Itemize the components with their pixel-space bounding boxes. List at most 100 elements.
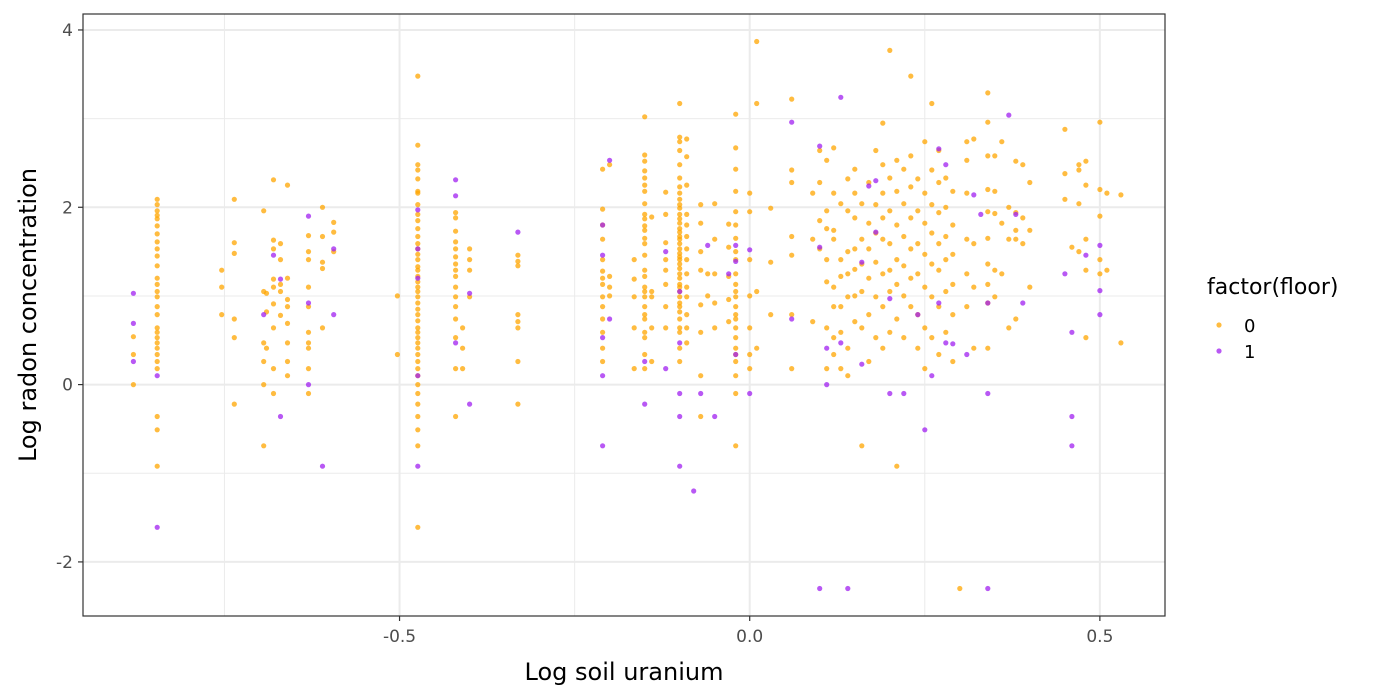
data-point-floor-0 bbox=[789, 233, 795, 240]
data-point-floor-0 bbox=[950, 188, 956, 194]
data-point-floor-0 bbox=[515, 325, 521, 331]
data-point-floor-0 bbox=[677, 246, 683, 252]
data-point-floor-0 bbox=[663, 240, 669, 246]
data-point-floor-0 bbox=[677, 202, 683, 208]
data-point-floor-0 bbox=[270, 276, 277, 282]
data-point-floor-1 bbox=[663, 249, 669, 255]
data-point-floor-0 bbox=[901, 233, 907, 240]
data-point-floor-0 bbox=[277, 281, 284, 287]
data-point-floor-0 bbox=[270, 366, 277, 372]
data-point-floor-0 bbox=[950, 281, 956, 287]
data-point-floor-0 bbox=[677, 196, 683, 202]
data-point-floor-0 bbox=[915, 271, 921, 277]
data-point-floor-0 bbox=[908, 246, 914, 252]
data-point-floor-0 bbox=[733, 209, 739, 215]
data-point-floor-1 bbox=[1097, 312, 1103, 318]
data-point-floor-0 bbox=[985, 153, 991, 159]
data-point-floor-1 bbox=[277, 276, 284, 282]
data-point-floor-0 bbox=[607, 273, 613, 279]
data-point-floor-0 bbox=[1097, 119, 1103, 125]
data-point-floor-0 bbox=[130, 334, 136, 340]
data-point-floor-0 bbox=[810, 190, 816, 196]
data-point-floor-0 bbox=[154, 294, 160, 300]
data-point-floor-0 bbox=[154, 351, 160, 358]
data-point-floor-0 bbox=[154, 463, 160, 469]
data-point-floor-0 bbox=[733, 166, 739, 172]
data-point-floor-0 bbox=[677, 184, 683, 190]
data-point-floor-0 bbox=[130, 382, 136, 388]
data-point-floor-0 bbox=[1006, 325, 1012, 331]
data-point-floor-0 bbox=[263, 290, 270, 296]
data-point-floor-0 bbox=[1076, 249, 1082, 255]
data-point-floor-0 bbox=[515, 263, 521, 269]
data-point-floor-0 bbox=[894, 257, 900, 263]
data-point-floor-0 bbox=[460, 366, 466, 372]
data-point-floor-0 bbox=[677, 205, 683, 211]
data-point-floor-0 bbox=[887, 329, 893, 335]
data-point-floor-0 bbox=[684, 257, 690, 263]
data-point-floor-0 bbox=[415, 218, 421, 224]
data-point-floor-1 bbox=[467, 290, 473, 296]
data-point-floor-0 bbox=[460, 325, 466, 331]
data-point-floor-0 bbox=[219, 284, 225, 290]
data-point-floor-0 bbox=[600, 281, 606, 287]
data-point-floor-0 bbox=[1083, 236, 1089, 242]
data-point-floor-0 bbox=[936, 210, 942, 216]
data-point-floor-0 bbox=[277, 241, 284, 247]
data-point-floor-0 bbox=[1062, 126, 1068, 132]
data-point-floor-0 bbox=[642, 201, 648, 207]
data-point-floor-0 bbox=[789, 252, 795, 258]
data-point-floor-1 bbox=[1006, 112, 1012, 118]
data-point-floor-0 bbox=[845, 249, 851, 255]
data-point-floor-0 bbox=[600, 268, 606, 274]
data-point-floor-0 bbox=[964, 190, 970, 196]
data-point-floor-0 bbox=[733, 345, 739, 351]
data-point-floor-0 bbox=[894, 316, 900, 322]
data-point-floor-0 bbox=[677, 300, 683, 306]
data-point-floor-0 bbox=[154, 231, 160, 237]
data-point-floor-0 bbox=[859, 325, 865, 331]
data-point-floor-0 bbox=[950, 222, 956, 228]
data-point-floor-0 bbox=[845, 176, 851, 182]
y-tick-label: 0 bbox=[62, 376, 73, 396]
data-point-floor-1 bbox=[642, 358, 648, 365]
data-point-floor-0 bbox=[284, 320, 291, 326]
data-point-floor-0 bbox=[270, 301, 277, 307]
data-point-floor-0 bbox=[219, 267, 225, 273]
data-point-floor-0 bbox=[415, 202, 421, 208]
data-point-floor-0 bbox=[684, 312, 690, 318]
data-point-floor-0 bbox=[733, 373, 739, 379]
data-point-floor-1 bbox=[677, 390, 683, 397]
data-point-floor-0 bbox=[684, 246, 690, 252]
data-point-floor-0 bbox=[894, 222, 900, 228]
data-point-floor-1 bbox=[985, 300, 991, 306]
data-point-floor-0 bbox=[698, 249, 704, 255]
data-point-floor-0 bbox=[768, 312, 774, 318]
data-point-floor-0 bbox=[415, 382, 421, 388]
data-point-floor-0 bbox=[824, 257, 830, 263]
data-point-floor-0 bbox=[453, 316, 459, 322]
data-point-floor-0 bbox=[908, 304, 914, 310]
data-point-floor-1 bbox=[1013, 211, 1019, 217]
data-point-floor-0 bbox=[789, 96, 795, 102]
data-point-floor-0 bbox=[231, 316, 237, 322]
data-point-floor-0 bbox=[838, 257, 844, 263]
data-point-floor-0 bbox=[880, 120, 886, 126]
data-point-floor-0 bbox=[1083, 158, 1089, 164]
data-point-floor-1 bbox=[922, 427, 928, 433]
data-point-floor-0 bbox=[453, 246, 459, 252]
data-point-floor-1 bbox=[817, 585, 823, 592]
data-point-floor-0 bbox=[600, 304, 606, 310]
data-point-floor-0 bbox=[331, 219, 337, 225]
data-point-floor-0 bbox=[733, 390, 739, 397]
data-point-floor-0 bbox=[845, 271, 851, 277]
data-point-floor-0 bbox=[880, 271, 886, 277]
data-point-floor-0 bbox=[733, 288, 739, 295]
data-point-floor-1 bbox=[1069, 443, 1075, 449]
data-point-floor-0 bbox=[305, 329, 312, 335]
data-point-floor-0 bbox=[684, 136, 690, 142]
data-point-floor-0 bbox=[649, 358, 655, 365]
data-point-floor-1 bbox=[817, 143, 823, 149]
data-point-floor-0 bbox=[263, 345, 270, 351]
data-point-floor-0 bbox=[642, 366, 648, 372]
